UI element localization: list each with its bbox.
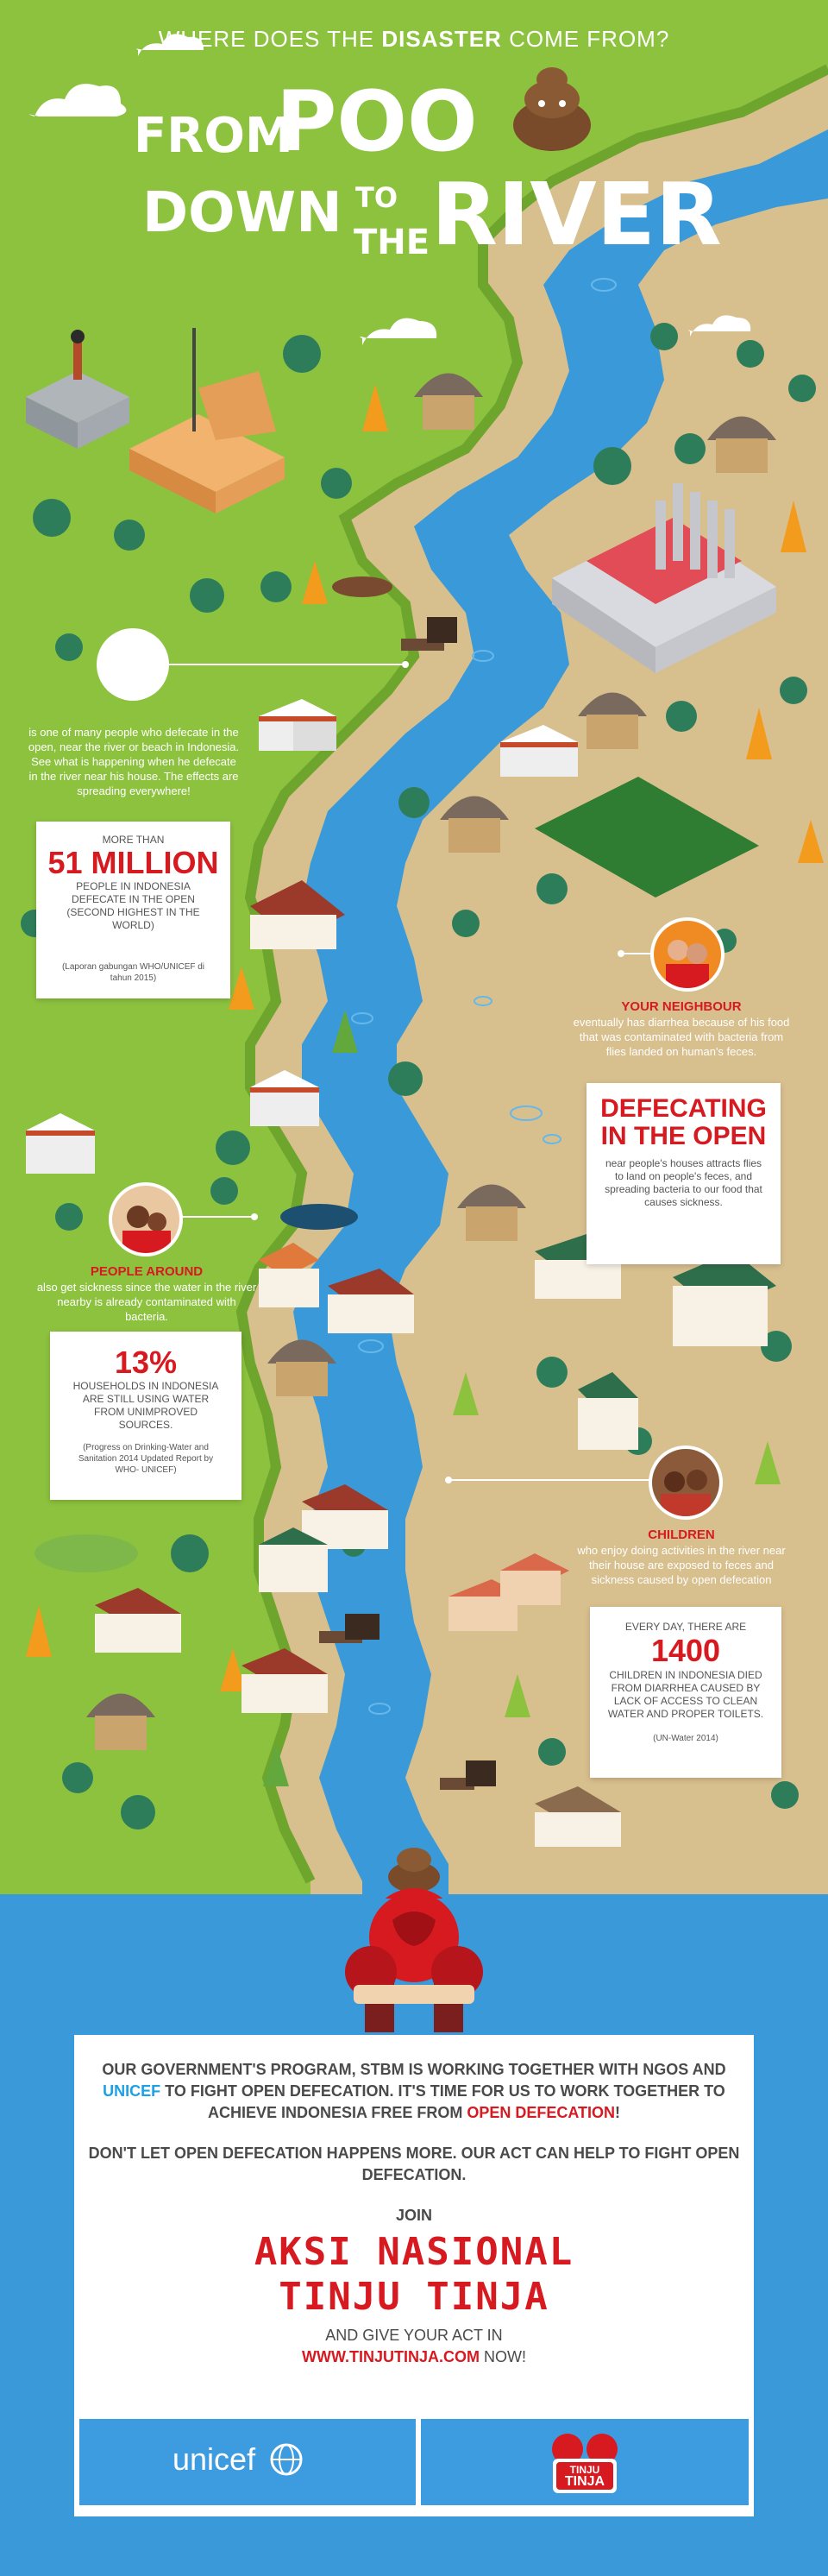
stat1-desc: PEOPLE IN INDONESIA DEFECATE IN THE OPEN…	[66, 880, 200, 931]
temple-icon	[26, 330, 129, 449]
defecating-title: DEFECATING IN THE OPEN	[600, 1094, 767, 1150]
house-icons	[26, 699, 776, 1847]
join-label: JOIN	[395, 2207, 432, 2224]
people-around-description: also get sickness since the water in the…	[36, 1281, 257, 1323]
ship-icon	[129, 328, 285, 513]
title-poo: POO	[276, 73, 478, 170]
person-placeholder-circle	[97, 628, 169, 701]
rice-field	[535, 777, 759, 898]
globe-icon	[270, 2443, 303, 2476]
stat2-desc: HOUSEHOLDS IN INDONESIA ARE STILL USING …	[72, 1380, 219, 1431]
stat1-source: (Laporan gabungan WHO/UNICEF di tahun 20…	[61, 962, 205, 983]
stat-card-13-percent: 13% HOUSEHOLDS IN INDONESIA ARE STILL US…	[50, 1332, 242, 1500]
header-question: WHERE DOES THE DISASTER COME FROM?	[158, 26, 670, 52]
neighbour-label: YOUR NEIGHBOUR	[621, 999, 742, 1014]
tinju-tinja-logo	[552, 2434, 618, 2493]
campaign-name: AKSI NASIONAL	[254, 2230, 574, 2274]
tinju-label: TINJU	[569, 2464, 600, 2476]
stat3-desc: CHILDREN IN INDONESIA DIED FROM DIARRHEA…	[607, 1669, 764, 1720]
unicef-logo-box: unicef	[79, 2419, 416, 2505]
title-the: THE	[354, 223, 430, 262]
title-river: RIVER	[431, 164, 722, 265]
stat1-pre: MORE THAN	[102, 834, 165, 846]
dont-let-text: DON'T LET OPEN DEFECATION HAPPENS MORE. …	[88, 2145, 740, 2183]
unicef-logo: unicef	[172, 2441, 304, 2478]
children-label: CHILDREN	[648, 1527, 715, 1542]
tinja-label: TINJA	[564, 2474, 605, 2489]
stat2-source: (Progress on Drinking-Water and Sanitati…	[78, 1443, 214, 1475]
give-act-text: AND GIVE YOUR ACT IN	[325, 2327, 503, 2344]
river	[293, 129, 828, 1899]
children-description: who enjoy doing activities in the river …	[577, 1544, 786, 1586]
campaign-name-line2: TINJU TINJA	[279, 2275, 549, 2319]
hut-icons	[86, 373, 776, 1750]
program-text: OUR GOVERNMENT'S PROGRAM, STBM IS WORKIN…	[102, 2061, 726, 2121]
stat3-source: (UN-Water 2014)	[653, 1734, 718, 1743]
website-link[interactable]: WWW.TINJUTINJA.COM	[302, 2348, 480, 2365]
website-text: WWW.TINJUTINJA.COM NOW!	[302, 2348, 526, 2365]
stat3-pre: EVERY DAY, THERE ARE	[624, 1621, 747, 1633]
children-avatar	[649, 1445, 723, 1520]
stat2-value: 13%	[114, 1345, 178, 1380]
poo-in-river-icon	[388, 1848, 440, 1893]
call-to-action-card: OUR GOVERNMENT'S PROGRAM, STBM IS WORKIN…	[74, 2035, 754, 2516]
defecating-card: DEFECATING IN THE OPEN near people's hou…	[586, 1083, 781, 1264]
stat-card-51-million: MORE THAN 51 MILLION PEOPLE IN INDONESIA…	[36, 822, 230, 998]
poo-character-icon	[513, 67, 591, 151]
people-around-label: PEOPLE AROUND	[90, 1264, 204, 1279]
title-to: TO	[355, 181, 398, 214]
defecating-text: near people's houses attracts flies to l…	[605, 1157, 762, 1208]
people-around-avatar	[109, 1182, 183, 1257]
stat-card-1400: EVERY DAY, THERE ARE 1400 CHILDREN IN IN…	[590, 1607, 781, 1778]
neighbour-avatar	[650, 917, 724, 992]
intro-description: is one of many people who defecate in th…	[28, 726, 240, 797]
cloud-icons	[28, 34, 751, 345]
tinju-tinja-logo-box: TINJU TINJA	[421, 2419, 749, 2505]
factory-icon	[552, 483, 776, 673]
neighbour-description: eventually has diarrhea because of his f…	[573, 1016, 790, 1058]
boxing-glove-icon	[345, 1893, 483, 2032]
stat1-value: 51 MILLION	[47, 845, 219, 880]
title-from: FROM	[134, 108, 293, 164]
title-down: DOWN	[142, 181, 342, 245]
stat3-value: 1400	[650, 1633, 721, 1668]
